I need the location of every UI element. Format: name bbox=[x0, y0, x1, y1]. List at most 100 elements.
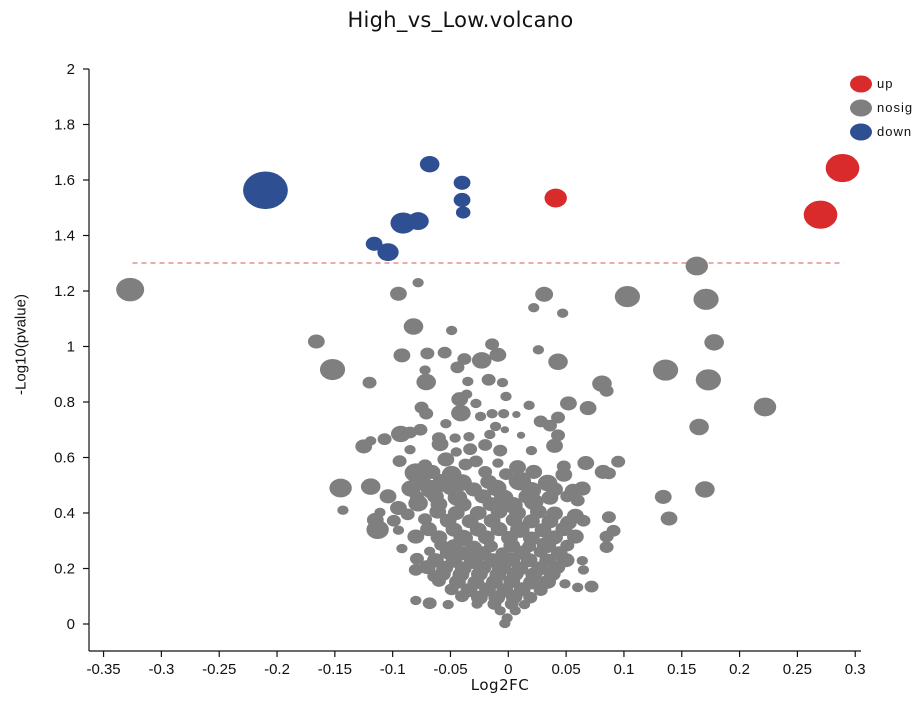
data-point-nosig bbox=[474, 411, 487, 422]
y-tick-label: 1.4 bbox=[54, 228, 75, 245]
data-point-nosig bbox=[541, 490, 559, 505]
data-point-nosig bbox=[386, 514, 401, 527]
data-point-nosig bbox=[546, 438, 563, 453]
data-point-nosig bbox=[437, 346, 452, 359]
y-tick-label: 0.8 bbox=[54, 394, 75, 411]
data-point-nosig bbox=[392, 455, 407, 467]
data-point-nosig bbox=[377, 433, 392, 446]
data-point-nosig bbox=[498, 468, 513, 481]
data-point-nosig bbox=[451, 404, 471, 422]
data-point-nosig bbox=[660, 511, 678, 526]
data-point-nosig bbox=[489, 347, 507, 362]
data-point-nosig bbox=[355, 439, 373, 454]
data-point-nosig bbox=[695, 481, 715, 498]
data-point-nosig bbox=[566, 529, 584, 544]
data-point-nosig bbox=[403, 426, 418, 439]
data-point-down bbox=[243, 171, 288, 210]
data-point-nosig bbox=[512, 410, 521, 419]
data-point-up bbox=[825, 153, 860, 183]
data-point-nosig bbox=[116, 277, 145, 302]
data-point-nosig bbox=[429, 504, 447, 519]
data-point-nosig bbox=[542, 419, 557, 432]
data-point-nosig bbox=[611, 455, 626, 468]
data-point-nosig bbox=[440, 418, 452, 429]
y-tick-label: 1.6 bbox=[54, 172, 75, 189]
data-point-nosig bbox=[753, 397, 777, 417]
data-point-nosig bbox=[601, 467, 616, 480]
data-point-nosig bbox=[404, 445, 416, 455]
y-tick-label: 1.2 bbox=[54, 283, 75, 300]
x-tick-label: -0.3 bbox=[148, 661, 174, 678]
data-point-nosig bbox=[695, 369, 721, 391]
data-point-nosig bbox=[471, 352, 492, 369]
x-tick-label: -0.05 bbox=[433, 661, 467, 678]
data-point-nosig bbox=[570, 494, 585, 507]
data-point-nosig bbox=[518, 599, 531, 610]
data-point-nosig bbox=[408, 495, 428, 512]
y-tick-label: 1.8 bbox=[54, 117, 75, 134]
x-tick-label: -0.25 bbox=[202, 661, 236, 678]
data-point-nosig bbox=[478, 439, 493, 451]
legend-marker-down bbox=[850, 123, 872, 141]
data-point-nosig bbox=[431, 437, 449, 452]
data-point-nosig bbox=[489, 421, 502, 432]
data-point-nosig bbox=[455, 590, 470, 603]
x-tick-label: 0.3 bbox=[845, 661, 866, 678]
data-point-nosig bbox=[442, 599, 454, 610]
data-point-nosig bbox=[496, 377, 509, 388]
data-point-nosig bbox=[329, 478, 352, 498]
data-point-nosig bbox=[555, 467, 573, 482]
data-point-nosig bbox=[486, 408, 498, 419]
data-point-nosig bbox=[400, 508, 415, 521]
data-point-up bbox=[803, 200, 838, 229]
data-point-nosig bbox=[557, 308, 569, 318]
legend-marker-nosig bbox=[850, 99, 872, 117]
data-point-nosig bbox=[451, 392, 469, 407]
data-point-nosig bbox=[509, 460, 526, 475]
data-point-nosig bbox=[392, 525, 405, 535]
data-point-nosig bbox=[390, 286, 407, 301]
data-point-nosig bbox=[362, 376, 377, 389]
data-point-nosig bbox=[577, 565, 590, 575]
data-point-nosig bbox=[366, 520, 389, 540]
x-tick-label: -0.2 bbox=[264, 661, 290, 678]
legend-marker-up bbox=[850, 75, 872, 93]
data-point-down bbox=[453, 175, 471, 190]
data-point-nosig bbox=[525, 464, 543, 479]
data-point-nosig bbox=[457, 353, 472, 365]
y-tick-label: 0.6 bbox=[54, 450, 75, 467]
data-point-nosig bbox=[599, 541, 614, 554]
data-point-nosig bbox=[419, 365, 431, 375]
data-point-nosig bbox=[535, 286, 554, 302]
data-point-nosig bbox=[500, 391, 512, 402]
data-point-nosig bbox=[494, 605, 506, 616]
data-point-up bbox=[544, 188, 567, 208]
data-point-nosig bbox=[403, 318, 424, 335]
y-tick-label: 2 bbox=[67, 61, 75, 78]
data-point-nosig bbox=[528, 302, 540, 313]
data-point-down bbox=[453, 192, 471, 208]
x-tick-label: 0.25 bbox=[783, 661, 812, 678]
legend-label-nosig: nosig bbox=[877, 100, 913, 115]
y-tick-label: 0.4 bbox=[54, 505, 75, 522]
data-point-nosig bbox=[652, 359, 679, 381]
data-point-nosig bbox=[500, 426, 510, 434]
data-point-nosig bbox=[463, 443, 478, 456]
data-point-nosig bbox=[337, 505, 349, 515]
data-point-nosig bbox=[360, 478, 381, 495]
data-point-nosig bbox=[396, 543, 408, 554]
data-point-nosig bbox=[393, 348, 411, 363]
data-point-down bbox=[377, 243, 399, 262]
x-axis-label: Log2FC bbox=[470, 676, 530, 694]
data-point-nosig bbox=[444, 583, 459, 596]
data-point-nosig bbox=[418, 513, 433, 525]
data-point-nosig bbox=[509, 605, 521, 616]
x-tick-label: 0.2 bbox=[729, 661, 750, 678]
data-point-nosig bbox=[408, 564, 423, 576]
data-point-nosig bbox=[551, 429, 566, 442]
data-point-nosig bbox=[462, 376, 474, 387]
data-point-nosig bbox=[422, 597, 437, 610]
chart-title: High_vs_Low.volcano bbox=[347, 8, 574, 32]
data-point-nosig bbox=[532, 345, 544, 355]
data-point-nosig bbox=[412, 277, 424, 288]
